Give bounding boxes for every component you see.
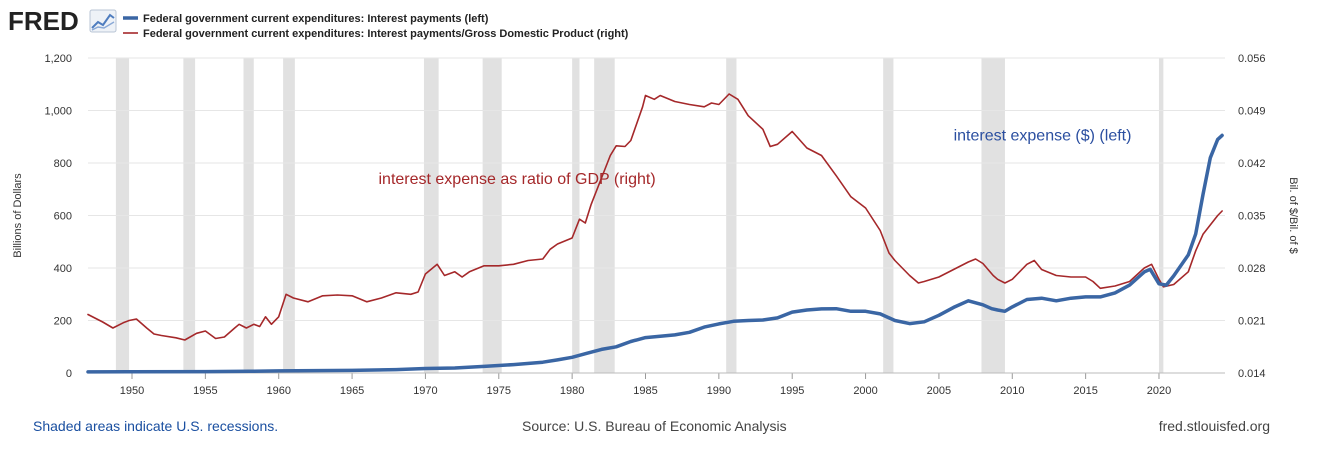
left-tick-label: 0	[66, 368, 72, 380]
x-tick-label: 1955	[193, 385, 217, 397]
fred-logo[interactable]: FRED	[8, 6, 79, 36]
chart-legend: Federal government current expenditures:…	[123, 13, 629, 40]
x-tick-label: 1985	[633, 385, 657, 397]
x-tick-label: 1995	[780, 385, 804, 397]
left-tick-label: 600	[54, 211, 72, 223]
right-tick-label: 0.049	[1238, 106, 1266, 118]
fred-url-link[interactable]: fred.stlouisfed.org	[1158, 418, 1270, 434]
x-tick-label: 1950	[120, 385, 144, 397]
left-tick-label: 1,200	[44, 53, 72, 65]
x-tick-label: 1965	[340, 385, 364, 397]
left-axis-title: Billions of Dollars	[12, 173, 24, 258]
left-tick-label: 200	[54, 316, 72, 328]
source-note: Source: U.S. Bureau of Economic Analysis	[522, 418, 787, 434]
right-axis-title: Bil. of $/Bil. of $	[1287, 177, 1299, 253]
annotation-0: interest expense as ratio of GDP (right)	[378, 171, 655, 188]
right-tick-label: 0.014	[1238, 368, 1266, 380]
recession-note: Shaded areas indicate U.S. recessions.	[33, 418, 279, 434]
annotation-1: interest expense ($) (left)	[954, 128, 1132, 145]
left-tick-label: 1,000	[44, 106, 72, 118]
x-tick-label: 1960	[266, 385, 290, 397]
fred-chart-icon	[89, 9, 117, 33]
right-tick-label: 0.028	[1238, 263, 1266, 275]
x-tick-label: 2005	[927, 385, 951, 397]
x-tick-label: 1990	[707, 385, 731, 397]
x-tick-label: 2020	[1147, 385, 1171, 397]
series-line-1	[87, 93, 1223, 341]
right-tick-label: 0.021	[1238, 316, 1266, 328]
x-tick-label: 1980	[560, 385, 584, 397]
legend-label-0: Federal government current expenditures:…	[143, 13, 489, 25]
chart-header: FRED Federal government current expendit…	[8, 6, 629, 40]
x-tick-label: 1975	[487, 385, 511, 397]
x-tick-label: 1970	[413, 385, 437, 397]
x-tick-label: 2015	[1073, 385, 1097, 397]
right-tick-label: 0.056	[1238, 53, 1266, 65]
right-tick-label: 0.042	[1238, 158, 1266, 170]
right-tick-label: 0.035	[1238, 211, 1266, 223]
left-tick-label: 800	[54, 158, 72, 170]
plot-area: 0 200 400 600 800 1,000 1,200 0.014 0.021 0.028 0.…	[12, 53, 1299, 397]
x-tick-label: 2000	[853, 385, 877, 397]
series-line-0	[86, 133, 1224, 374]
legend-label-1: Federal government current expenditures:…	[143, 28, 629, 40]
left-tick-label: 400	[54, 263, 72, 275]
x-tick-label: 2010	[1000, 385, 1024, 397]
